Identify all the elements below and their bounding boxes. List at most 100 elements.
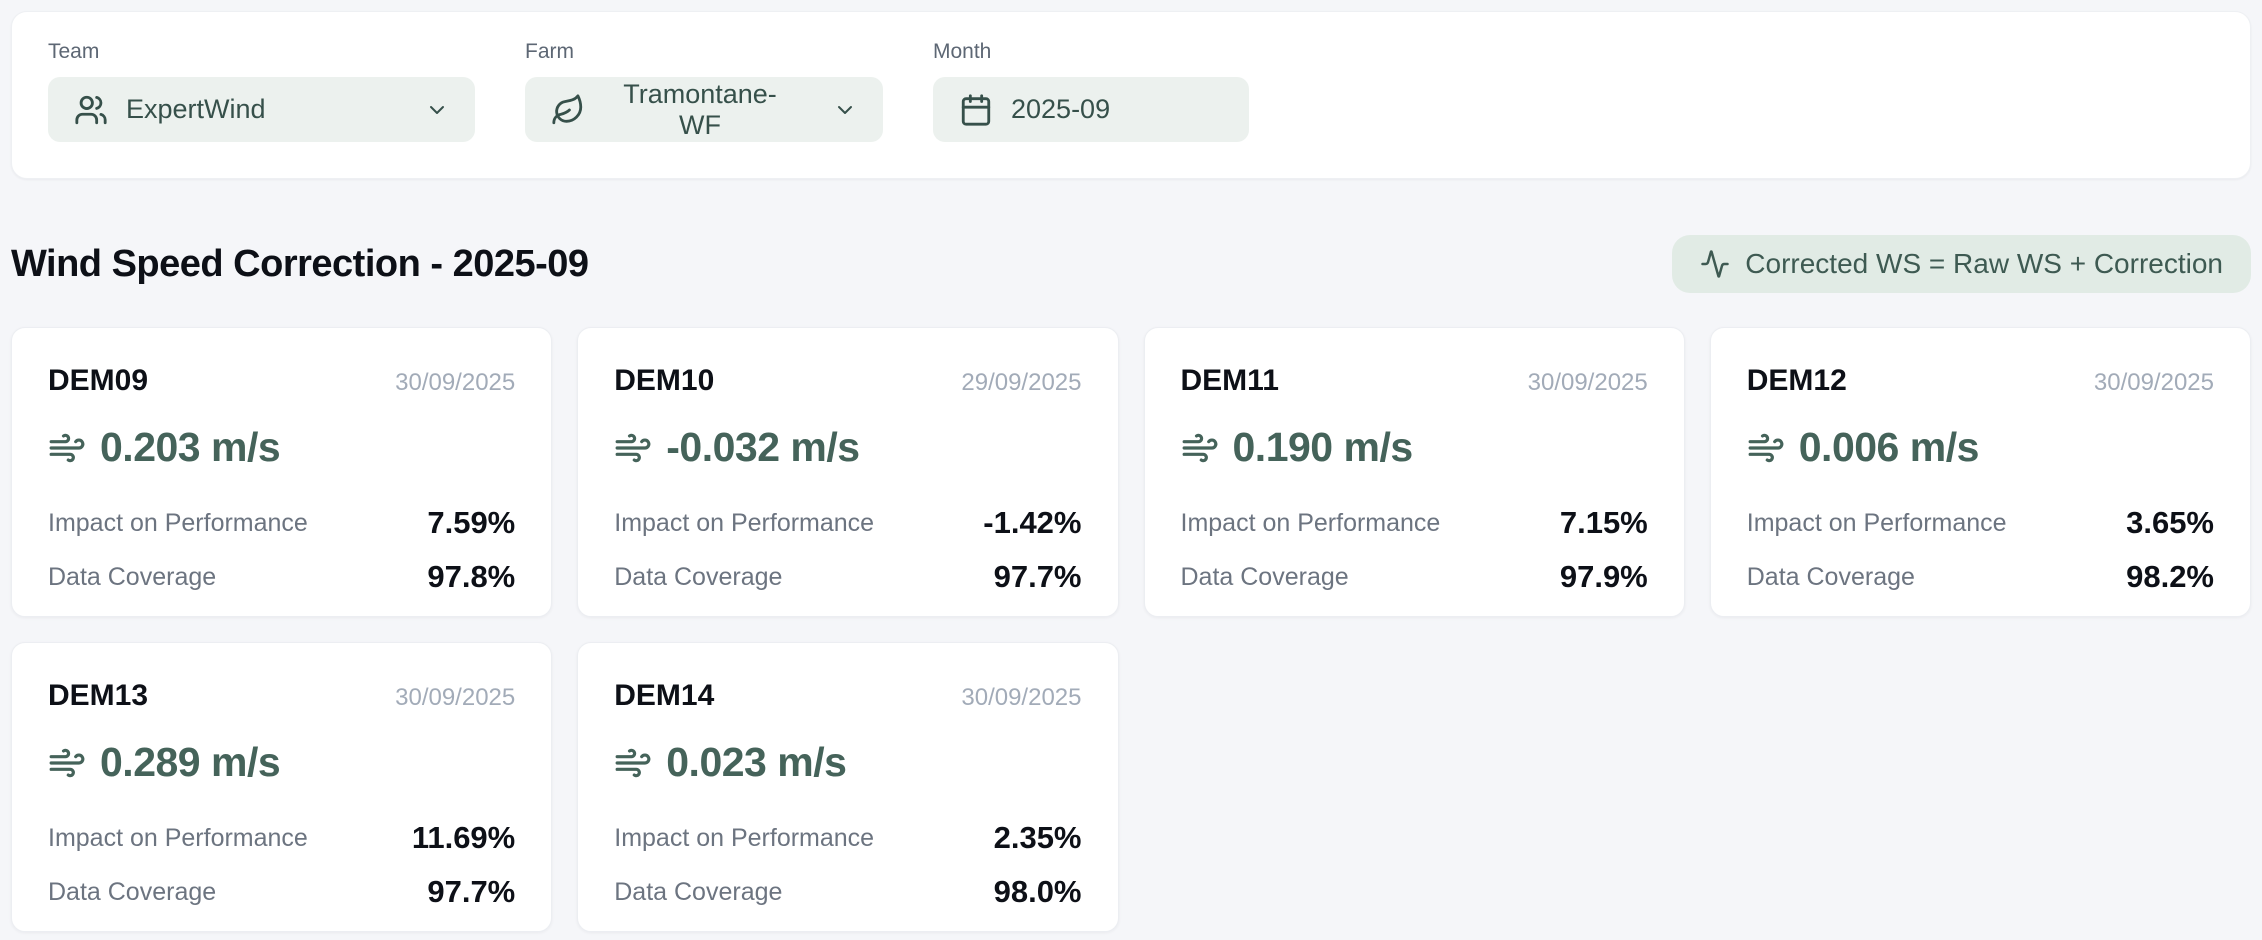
filter-bar: Team ExpertWind Farm Tramontane-WF Month…: [11, 11, 2251, 179]
impact-value: 7.15%: [1559, 505, 1648, 540]
coverage-row: Data Coverage 98.0%: [614, 874, 1081, 910]
coverage-label: Data Coverage: [48, 877, 217, 906]
impact-row: Impact on Performance 11.69%: [48, 820, 515, 856]
correction-row: 0.190 m/s: [1181, 424, 1648, 471]
metrics: Impact on Performance 7.59% Data Coverag…: [48, 505, 515, 595]
card-head: DEM14 30/09/2025: [614, 679, 1081, 713]
farm-select[interactable]: Tramontane-WF: [525, 77, 883, 142]
metrics: Impact on Performance 7.15% Data Coverag…: [1181, 505, 1648, 595]
correction-value: 0.190 m/s: [1232, 424, 1414, 470]
wind-icon: [1747, 429, 1785, 467]
turbine-card-dem12: DEM12 30/09/2025 0.006 m/s Impact on Per…: [1709, 327, 2251, 617]
impact-label: Impact on Performance: [1180, 508, 1441, 537]
impact-row: Impact on Performance 3.65%: [1747, 505, 2214, 541]
coverage-row: Data Coverage 97.9%: [1181, 559, 1648, 595]
coverage-value: 98.2%: [2126, 559, 2214, 594]
coverage-label: Data Coverage: [1180, 562, 1349, 591]
turbine-name: DEM14: [614, 679, 715, 712]
correction-value: 0.023 m/s: [666, 739, 847, 785]
correction-value: 0.006 m/s: [1798, 424, 1980, 470]
farm-filter-group: Farm Tramontane-WF: [525, 40, 883, 142]
formula-badge-text: Corrected WS = Raw WS + Correction: [1745, 248, 2223, 279]
coverage-value: 97.8%: [427, 559, 516, 594]
chevron-down-icon: [833, 98, 857, 122]
impact-label: Impact on Performance: [48, 508, 308, 537]
card-date: 30/09/2025: [961, 684, 1082, 711]
impact-label: Impact on Performance: [48, 823, 308, 852]
wind-icon: [614, 744, 652, 782]
wind-icon: [48, 744, 86, 782]
impact-row: Impact on Performance 2.35%: [614, 820, 1081, 856]
coverage-row: Data Coverage 97.7%: [48, 874, 515, 910]
correction-value: -0.032 m/s: [666, 424, 860, 470]
formula-badge: Corrected WS = Raw WS + Correction: [1672, 235, 2251, 293]
turbine-card-dem09: DEM09 30/09/2025 0.203 m/s Impact on Per…: [11, 327, 553, 617]
users-icon: [74, 93, 108, 127]
impact-label: Impact on Performance: [614, 508, 875, 537]
card-date: 30/09/2025: [1527, 369, 1648, 396]
turbine-name: DEM12: [1746, 364, 1847, 397]
card-head: DEM11 30/09/2025: [1181, 364, 1648, 398]
correction-value: 0.289 m/s: [100, 739, 281, 785]
card-head: DEM09 30/09/2025: [48, 364, 515, 398]
farm-label: Farm: [525, 40, 574, 63]
coverage-value: 98.0%: [993, 874, 1082, 909]
card-date: 30/09/2025: [2093, 369, 2214, 396]
farm-select-value: Tramontane-WF: [623, 78, 777, 140]
month-label: Month: [933, 40, 992, 63]
month-input[interactable]: 2025-09: [933, 77, 1249, 142]
coverage-label: Data Coverage: [614, 562, 783, 591]
correction-value: 0.203 m/s: [100, 424, 281, 470]
turbine-name: DEM11: [1180, 364, 1279, 397]
impact-row: Impact on Performance 7.15%: [1181, 505, 1648, 541]
impact-label: Impact on Performance: [614, 823, 875, 852]
team-select[interactable]: ExpertWind: [48, 77, 475, 142]
calendar-icon: [959, 93, 993, 127]
page-title: Wind Speed Correction - 2025-09: [11, 242, 589, 285]
wind-icon: [48, 429, 86, 467]
coverage-label: Data Coverage: [614, 877, 783, 906]
card-head: DEM12 30/09/2025: [1747, 364, 2214, 398]
team-select-value: ExpertWind: [126, 94, 266, 124]
metrics: Impact on Performance 11.69% Data Covera…: [48, 820, 515, 910]
correction-row: -0.032 m/s: [614, 424, 1081, 471]
impact-value: 11.69%: [411, 820, 516, 855]
impact-label: Impact on Performance: [1746, 508, 2007, 537]
team-filter-group: Team ExpertWind: [48, 40, 475, 142]
coverage-row: Data Coverage 97.8%: [48, 559, 515, 595]
metrics: Impact on Performance 2.35% Data Coverag…: [614, 820, 1081, 910]
leaf-icon: [551, 93, 585, 127]
month-filter-group: Month 2025-09: [933, 40, 1249, 142]
correction-row: 0.289 m/s: [48, 739, 515, 786]
team-label: Team: [48, 40, 100, 63]
coverage-label: Data Coverage: [1746, 562, 1915, 591]
activity-icon: [1700, 249, 1730, 279]
metrics: Impact on Performance -1.42% Data Covera…: [614, 505, 1081, 595]
turbine-name: DEM09: [48, 364, 149, 397]
turbine-card-dem10: DEM10 29/09/2025 -0.032 m/s Impact on Pe…: [577, 327, 1119, 617]
impact-row: Impact on Performance 7.59%: [48, 505, 515, 541]
impact-value: 2.35%: [993, 820, 1082, 855]
section-header: Wind Speed Correction - 2025-09 Correcte…: [11, 235, 2251, 293]
correction-row: 0.203 m/s: [48, 424, 515, 471]
turbine-card-dem14: DEM14 30/09/2025 0.023 m/s Impact on Per…: [577, 642, 1119, 932]
card-date: 30/09/2025: [395, 369, 516, 396]
correction-row: 0.006 m/s: [1747, 424, 2214, 471]
impact-value: 7.59%: [427, 505, 516, 540]
card-head: DEM10 29/09/2025: [614, 364, 1081, 398]
month-input-value: 2025-09: [1011, 94, 1111, 124]
impact-row: Impact on Performance -1.42%: [614, 505, 1081, 541]
correction-row: 0.023 m/s: [614, 739, 1081, 786]
card-date: 30/09/2025: [395, 684, 516, 711]
wind-icon: [614, 429, 652, 467]
wind-icon: [1181, 429, 1219, 467]
coverage-value: 97.7%: [427, 874, 516, 909]
impact-value: 3.65%: [2126, 505, 2214, 540]
turbine-name: DEM10: [614, 364, 715, 397]
coverage-value: 97.9%: [1559, 559, 1648, 594]
card-date: 29/09/2025: [961, 369, 1082, 396]
turbine-name: DEM13: [48, 679, 149, 712]
turbine-card-dem13: DEM13 30/09/2025 0.289 m/s Impact on Per…: [11, 642, 553, 932]
coverage-value: 97.7%: [993, 559, 1082, 594]
